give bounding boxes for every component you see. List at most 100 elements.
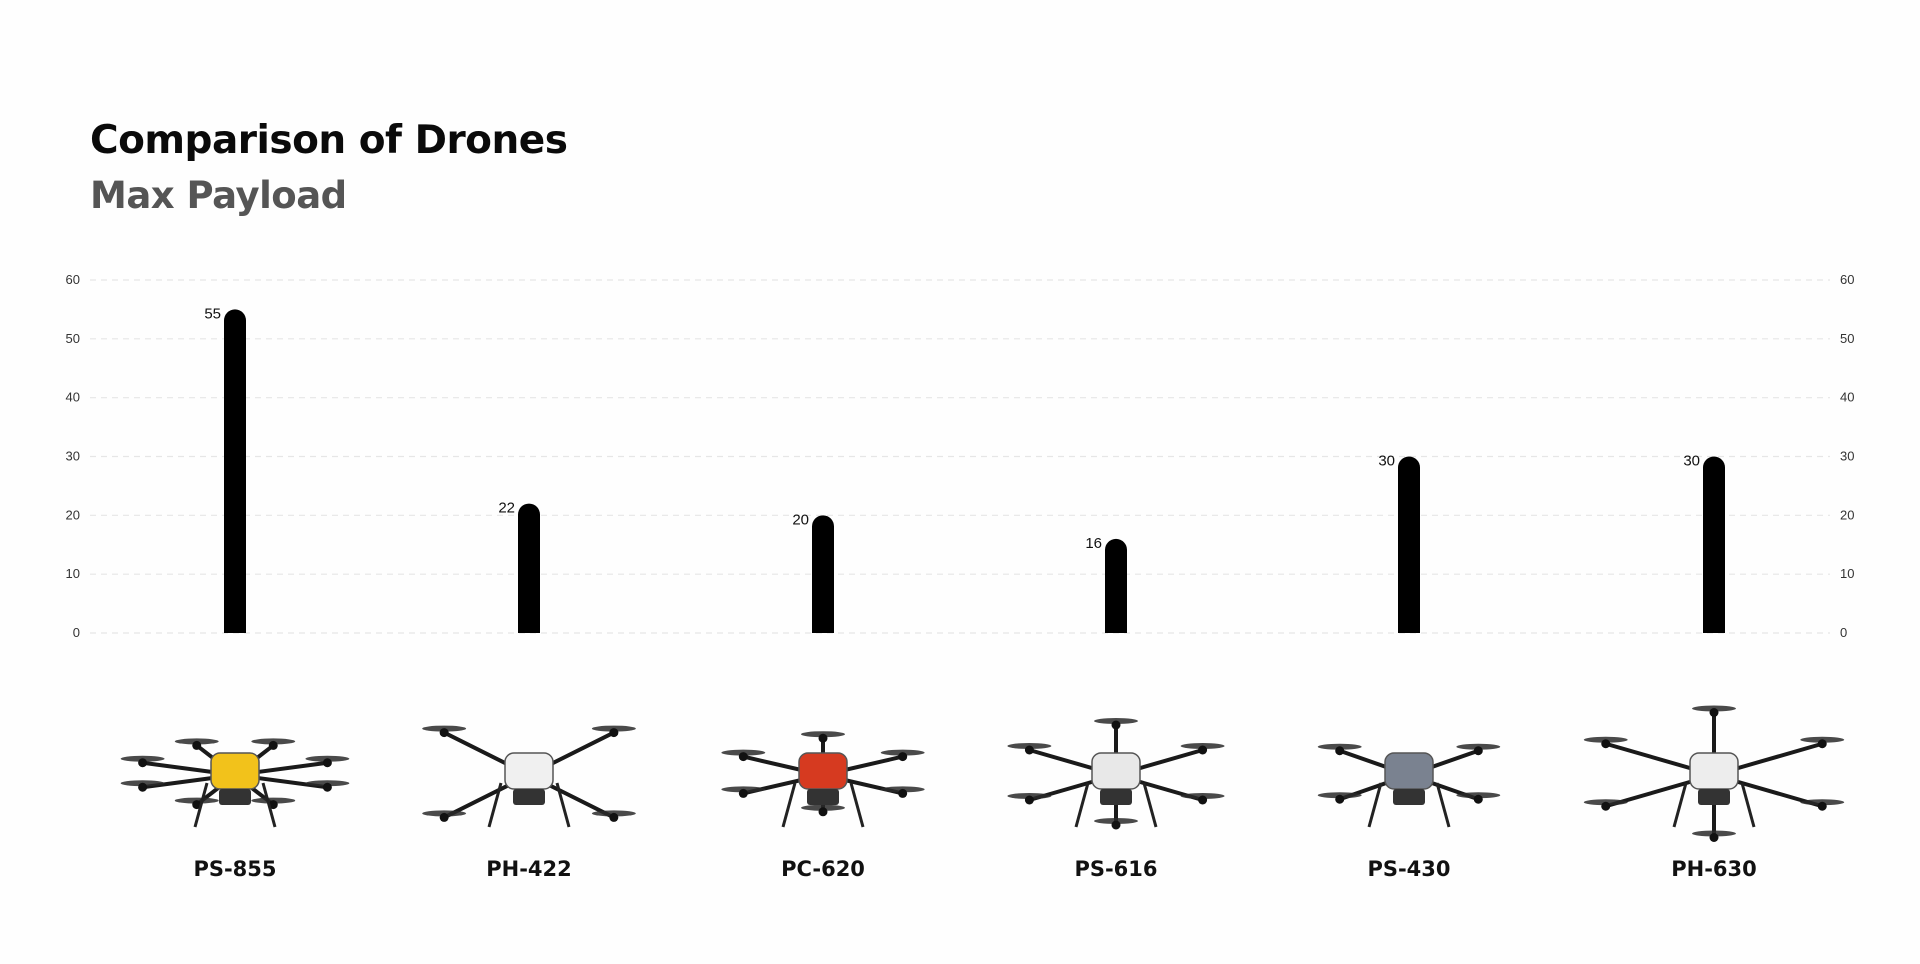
drone-leg [261,782,277,828]
chart-title: Comparison of Drones [90,118,568,163]
bar [518,503,540,633]
drone-motor [322,758,332,768]
drone-motor [1817,739,1827,749]
drone-motor [818,733,828,743]
data-label: 30 [1683,453,1700,470]
y-tick-label-right: 20 [1840,507,1854,522]
drone-tank [1698,789,1730,805]
drone-motor [192,740,202,750]
drone-tank [513,789,545,805]
drone-leg [193,782,209,828]
drone-tank [1100,789,1132,805]
drone-images [120,705,1845,842]
drone-icon [1007,718,1225,830]
category-label: PC-620 [781,857,865,881]
y-axis-left: 0 10 20 30 40 50 60 [66,272,80,640]
category-label: PH-630 [1671,857,1757,881]
drone-motor [268,740,278,750]
drone-motor [738,752,748,762]
y-tick-label-right: 40 [1840,390,1854,405]
drone-tank [807,789,839,805]
category-label: PH-422 [486,857,572,881]
category-label: PS-616 [1074,857,1157,881]
gridlines [90,279,1830,634]
drone-motor [898,788,908,798]
bar-base [1105,622,1127,633]
drone-motor [1817,801,1827,811]
bar [224,309,246,633]
bar [1703,456,1725,633]
bar [1398,456,1420,633]
y-tick-label-right: 0 [1840,625,1847,640]
drone-icon [1583,705,1845,842]
y-tick-label: 0 [73,625,80,640]
drone-motor [439,728,449,738]
drone-motor [738,788,748,798]
bar-base [812,622,834,633]
data-labels: 55 22 20 16 30 30 [204,305,1700,551]
y-tick-label: 60 [66,272,80,287]
drone-motor [1601,739,1611,749]
y-tick-label-right: 50 [1840,331,1854,346]
drone-body [504,752,554,790]
y-tick-label: 40 [66,390,80,405]
drone-motor [1335,794,1345,804]
drone-leg [1740,782,1756,828]
drone-motor [818,807,828,817]
y-axis-right: 0 10 20 30 40 50 60 [1840,272,1854,640]
bar [812,515,834,633]
data-label: 20 [792,511,809,528]
drone-motor [1335,746,1345,756]
bar [1105,538,1127,633]
drone-leg [1142,782,1158,828]
drone-leg [555,782,571,828]
drone-icon [1317,743,1501,828]
drone-leg [849,782,865,828]
drone-motor [322,782,332,792]
drone-leg [1367,782,1383,828]
category-label: PS-855 [193,857,276,881]
drone-body [210,752,260,790]
drone-motor [1024,745,1034,755]
y-tick-label-right: 30 [1840,449,1854,464]
drone-motor [609,728,619,738]
drone-motor [138,782,148,792]
drone-motor [1111,720,1121,730]
bar-base [224,622,246,633]
y-tick-label-right: 60 [1840,272,1854,287]
y-tick-label-right: 10 [1840,566,1854,581]
drone-motor [1473,746,1483,756]
drone-body [1689,752,1739,790]
category-label: PS-430 [1367,857,1450,881]
data-label: 16 [1085,535,1102,552]
drone-motor [1198,745,1208,755]
drone-icon [721,731,925,828]
data-label: 55 [204,305,221,322]
y-tick-label: 10 [66,566,80,581]
drone-body [1091,752,1141,790]
drone-motor [1024,795,1034,805]
bars [224,309,1725,633]
y-tick-label: 30 [66,449,80,464]
drone-tank [219,789,251,805]
data-label: 22 [498,500,515,517]
drone-body [1384,752,1434,790]
data-label: 30 [1378,453,1395,470]
drone-motor [1111,820,1121,830]
drone-motor [1198,795,1208,805]
chart-subtitle: Max Payload [90,174,347,217]
drone-leg [1074,782,1090,828]
drone-tank [1393,789,1425,805]
drone-icon [422,725,636,828]
drone-body [798,752,848,790]
bar-base [518,622,540,633]
drone-motor [609,812,619,822]
bar-base [1398,622,1420,633]
drone-leg [487,782,503,828]
drone-leg [1435,782,1451,828]
drone-leg [781,782,797,828]
y-tick-label: 50 [66,331,80,346]
category-labels: PS-855 PH-422 PC-620 PS-616 PS-430 PH-630 [193,857,1756,881]
drone-icon [120,738,350,828]
